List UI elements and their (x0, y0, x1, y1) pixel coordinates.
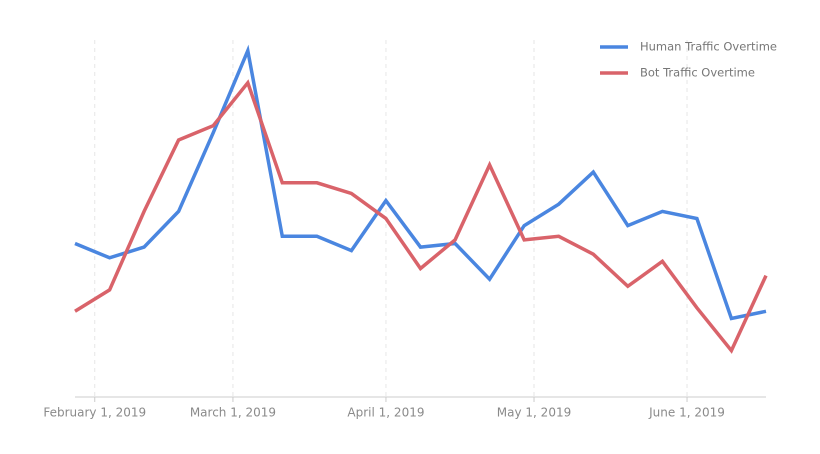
x-tick-label: April 1, 2019 (347, 406, 424, 420)
x-tick-label: March 1, 2019 (190, 406, 276, 420)
legend-label: Bot Traffic Overtime (640, 66, 755, 80)
legend-label: Human Traffic Overtime (640, 40, 777, 54)
x-tick-label: June 1, 2019 (648, 406, 725, 420)
data-line (74, 79, 768, 354)
legend: Human Traffic Overtime Bot Traffic Overti… (600, 40, 777, 80)
x-tick-label: May 1, 2019 (497, 406, 571, 420)
x-tick-label: February 1, 2019 (43, 406, 146, 420)
data-line (74, 44, 767, 321)
